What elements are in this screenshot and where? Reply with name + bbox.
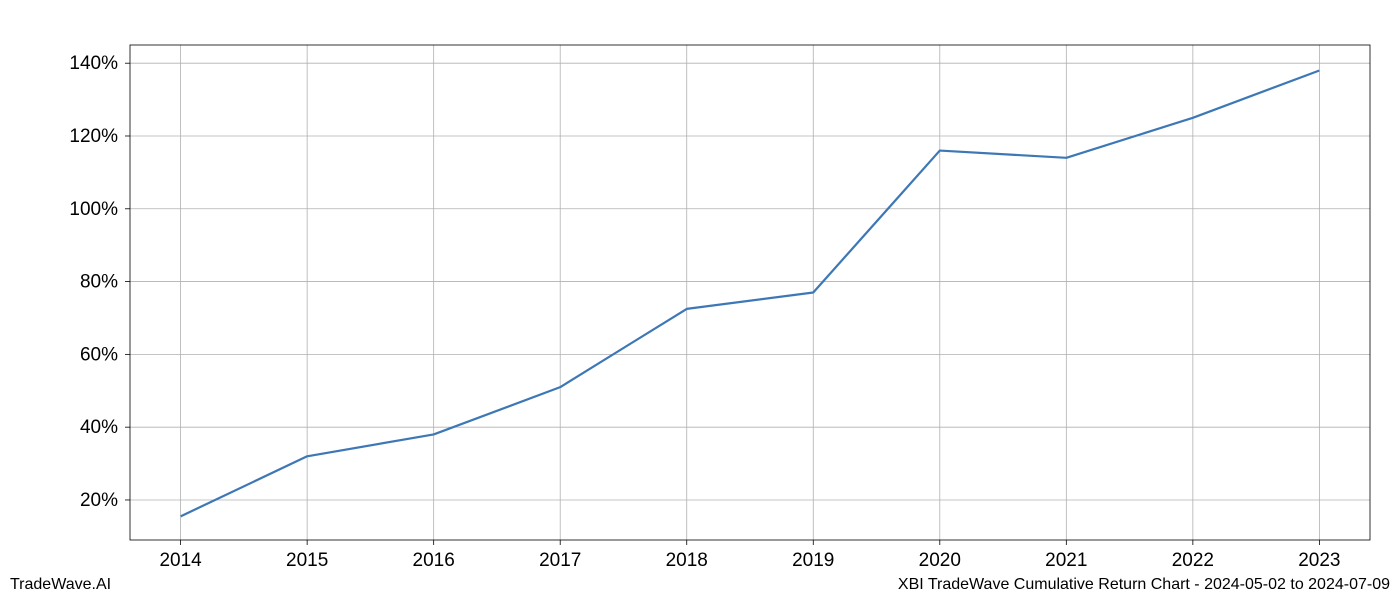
series-cumulative-return [181, 70, 1320, 516]
svg-text:20%: 20% [80, 490, 118, 511]
svg-text:2022: 2022 [1172, 550, 1214, 571]
svg-text:2020: 2020 [919, 550, 961, 571]
svg-text:80%: 80% [80, 272, 118, 293]
svg-text:2015: 2015 [286, 550, 328, 571]
svg-text:100%: 100% [69, 199, 118, 220]
svg-text:40%: 40% [80, 417, 118, 438]
svg-text:140%: 140% [69, 53, 118, 74]
svg-text:2014: 2014 [159, 550, 202, 571]
svg-text:2017: 2017 [539, 550, 581, 571]
svg-text:60%: 60% [80, 344, 118, 365]
footer-right-text: XBI TradeWave Cumulative Return Chart - … [898, 576, 1390, 594]
svg-text:2023: 2023 [1298, 550, 1340, 571]
svg-text:2019: 2019 [792, 550, 834, 571]
chart-footer: TradeWave.AI XBI TradeWave Cumulative Re… [10, 576, 1390, 594]
svg-text:2018: 2018 [666, 550, 708, 571]
svg-text:2021: 2021 [1045, 550, 1087, 571]
chart-container: 2014 2015 2016 2017 2018 2019 2020 2021 2022 2023… [0, 0, 1400, 600]
svg-text:120%: 120% [69, 126, 118, 147]
footer-left-text: TradeWave.AI [10, 576, 111, 594]
line-chart: 2014 2015 2016 2017 2018 2019 2020 2021 2022 2023… [0, 0, 1400, 600]
svg-text:2016: 2016 [413, 550, 455, 571]
